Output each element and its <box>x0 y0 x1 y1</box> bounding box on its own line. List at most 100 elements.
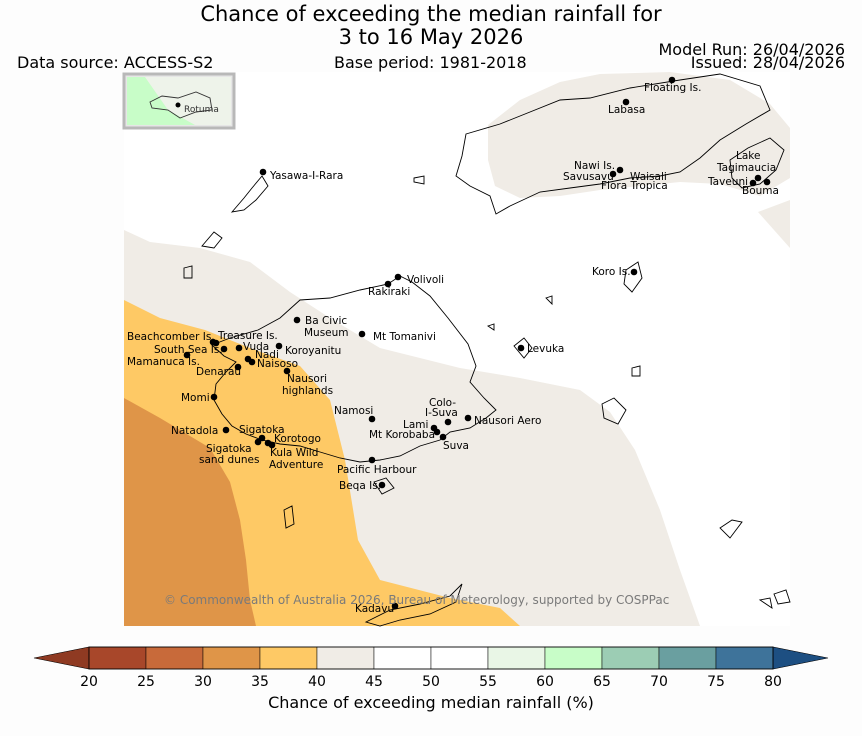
rotuma-coast <box>149 91 213 119</box>
label-ba1: Ba Civic <box>305 315 347 327</box>
colorbar-ticks: 20 25 30 35 40 45 50 55 60 65 70 75 80 <box>80 674 782 690</box>
label-nausori-h2: highlands <box>282 385 333 397</box>
label-treasure: Treasure Is. <box>217 330 278 342</box>
label-namosi: Namosi <box>334 405 373 417</box>
marker-savusavu <box>609 170 617 178</box>
koro-coast <box>623 261 643 293</box>
label-lami: Lami <box>403 419 428 431</box>
label-nawi: Nawi Is. <box>574 160 615 172</box>
label-bouma: Bouma <box>742 185 779 197</box>
colorbar-tick-label: 60 <box>536 674 554 690</box>
gau-coast <box>601 397 627 425</box>
colorbar-label: Chance of exceeding median rainfall (%) <box>268 693 594 712</box>
marker-volivoli <box>394 273 402 281</box>
colorbar-segment <box>373 646 432 670</box>
label-kula2: Adventure <box>269 459 323 471</box>
label-koroyanitu: Koroyanitu <box>285 345 341 357</box>
marker-kula <box>268 441 276 449</box>
marker-sigatoka-dunes <box>254 438 262 446</box>
label-labasa: Labasa <box>608 104 645 116</box>
label-kadavu: Kadavu <box>355 603 394 615</box>
label-vuda: Vuda <box>243 341 269 353</box>
marker-levuka <box>517 344 525 352</box>
label-nadi: Nadi <box>255 349 279 361</box>
colorbar-segment <box>658 646 717 670</box>
colorbar-segment <box>430 646 489 670</box>
marker-ba <box>293 316 301 324</box>
issued-date: Issued: 28/04/2026 <box>690 53 845 72</box>
colorbar-tick-label: 20 <box>80 674 98 690</box>
marker-treasure <box>212 339 220 347</box>
marker-rakiraki <box>384 280 392 288</box>
map-title-line2: 3 to 16 May 2026 <box>338 25 524 49</box>
place-markers <box>183 76 771 610</box>
vanua-levu-coast <box>455 73 771 215</box>
beqa-coast <box>373 477 395 495</box>
marker-mamanuca <box>183 351 191 359</box>
marker-momi <box>210 393 218 401</box>
label-taveuni: Taveuni <box>707 176 748 188</box>
marker-koroyanitu <box>275 342 283 350</box>
label-ba2: Museum <box>304 327 349 339</box>
label-korotogo: Korotogo <box>274 433 321 445</box>
marker-natadola <box>222 426 230 434</box>
label-rakiraki: Rakiraki <box>368 286 410 298</box>
marker-bouma <box>763 178 771 186</box>
label-levuka: Levuka <box>527 343 564 355</box>
marker-nausori-highlands <box>283 367 291 375</box>
marker-colo-i-suva <box>444 418 452 426</box>
label-sig-dunes1: Sigatoka <box>206 443 252 455</box>
label-tomanivi: Mt Tomanivi <box>373 331 436 343</box>
colorbar-tick-label: 80 <box>764 674 782 690</box>
colorbar-high-extension <box>772 646 829 670</box>
marker-kadavu <box>391 602 399 610</box>
label-waisali: Waisali <box>630 171 667 183</box>
marker-yasawa <box>259 168 267 176</box>
shade-40-45-east <box>758 200 790 248</box>
colorbar-tick-label: 55 <box>479 674 497 690</box>
colorbar-outline <box>88 646 774 670</box>
colorbar-tick-label: 65 <box>593 674 611 690</box>
label-mamanuca: Mamanuca Is. <box>127 356 200 368</box>
colorbar-segments <box>88 646 774 670</box>
label-colo2: I-Suva <box>425 407 458 419</box>
marker-denarau <box>234 363 242 371</box>
marker-namosi <box>368 415 376 423</box>
label-nausori-aero: Nausori Aero <box>474 415 541 427</box>
marker-sigatoka <box>258 434 266 442</box>
marker-beqa <box>378 481 386 489</box>
colorbar-segment <box>487 646 546 670</box>
vatulele-coast <box>283 505 295 529</box>
marker-naisoso <box>248 358 256 366</box>
label-suva: Suva <box>443 440 469 452</box>
marker-pacific-harbour <box>368 456 376 464</box>
colorbar-tick-label: 70 <box>650 674 668 690</box>
rotuma-marker <box>175 102 181 108</box>
label-denarau: Denarau <box>196 366 241 378</box>
copyright-text: © Commonwealth of Australia 2026, Bureau… <box>164 593 669 607</box>
colorbar-segment <box>316 646 375 670</box>
marker-vuda <box>235 344 243 352</box>
marker-nawi <box>616 166 624 174</box>
colorbar-segment <box>202 646 261 670</box>
label-natadola: Natadola <box>171 425 218 437</box>
label-kula1: Kula Wild <box>270 447 318 459</box>
colorbar-segment <box>715 646 774 670</box>
small-islands <box>183 175 791 609</box>
label-korobaba: Mt Korobaba <box>369 429 435 441</box>
marker-korobaba <box>433 428 441 436</box>
model-run: Model Run: 26/04/2026 <box>658 40 846 59</box>
shade-40-45-north <box>488 72 790 198</box>
colorbar-tick-label: 40 <box>308 674 326 690</box>
kadavu-coast <box>364 583 463 627</box>
rotuma-label: Rotuma <box>184 105 219 115</box>
colorbar-tick-label: 30 <box>194 674 212 690</box>
label-momi: Momi <box>181 392 210 404</box>
colorbar-tick-label: 45 <box>365 674 383 690</box>
colorbar-segment <box>544 646 603 670</box>
map-title-line1: Chance of exceeding the median rainfall … <box>200 2 662 26</box>
label-beqa: Beqa Is. <box>339 480 381 492</box>
marker-nausori-aero <box>464 414 472 422</box>
colorbar-tick-label: 75 <box>707 674 725 690</box>
